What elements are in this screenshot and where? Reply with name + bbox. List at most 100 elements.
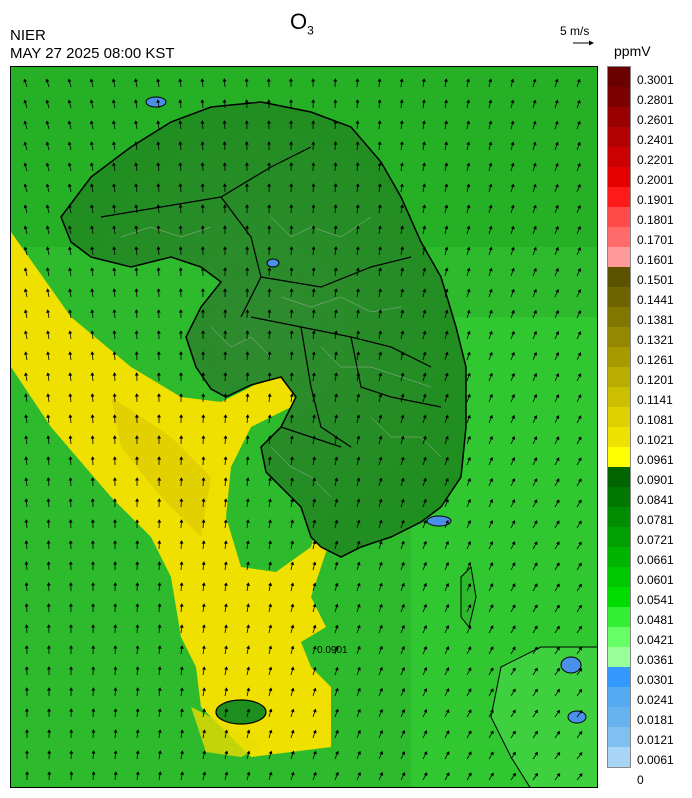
wind-arrow-head-icon: [401, 624, 405, 629]
wind-arrow-head-icon: [135, 561, 140, 565]
wind-arrow-head-icon: [223, 561, 228, 565]
wind-arrow-head-icon: [401, 772, 406, 776]
wind-arrow-head-icon: [444, 120, 449, 125]
colorbar-label: 0.1381: [637, 313, 674, 327]
wind-arrow-head-icon: [445, 646, 450, 650]
wind-arrow-head-icon: [25, 750, 30, 754]
wind-arrow-head-icon: [69, 771, 74, 775]
colorbar-segment: [608, 747, 630, 767]
wind-arrow-head-icon: [577, 268, 582, 272]
wind-arrow-head-icon: [378, 309, 383, 314]
wind-arrow-head-icon: [290, 624, 295, 629]
colorbar-segment: [608, 467, 630, 487]
wind-arrow-head-icon: [201, 456, 206, 460]
wind-arrow-head-icon: [202, 708, 207, 713]
wind-arrow-head-icon: [89, 78, 94, 83]
wind-arrow-head-icon: [267, 309, 272, 313]
wind-arrow-head-icon: [556, 667, 560, 672]
wind-arrow-head-icon: [311, 351, 316, 355]
wind-arrow-head-icon: [288, 78, 293, 82]
wind-arrow-head-icon: [445, 519, 449, 524]
colorbar-label: 0.0061: [637, 753, 674, 767]
wind-arrow-head-icon: [533, 330, 537, 335]
wind-arrow-head-icon: [510, 162, 515, 167]
wind-arrow-head-icon: [533, 499, 538, 504]
wind-arrow-head-icon: [290, 582, 295, 587]
wind-arrow-head-icon: [179, 561, 184, 565]
wind-arrow-head-icon: [466, 183, 471, 188]
wind-arrow-head-icon: [46, 582, 51, 586]
wind-arrow-head-icon: [400, 288, 405, 293]
wind-arrow-head-icon: [268, 540, 272, 545]
wind-arrow-head-icon: [23, 78, 28, 83]
wind-arrow-head-icon: [268, 561, 273, 566]
wind-arrow-head-icon: [489, 667, 494, 672]
wind-arrow-head-icon: [533, 267, 537, 272]
wind-arrow-head-icon: [490, 709, 494, 714]
wind-arrow-head-icon: [577, 310, 582, 314]
wind-arrow-head-icon: [135, 477, 140, 481]
wind-arrow-head-icon: [532, 120, 537, 125]
wind-arrow-head-icon: [400, 519, 405, 524]
colorbar-segment: [608, 627, 630, 647]
wind-arrow-head-icon: [556, 625, 560, 630]
wind-arrow-head-icon: [378, 477, 383, 482]
wind-arrow-head-icon: [46, 372, 51, 376]
wind-arrow-head-icon: [24, 582, 29, 586]
wind-arrow-head-icon: [356, 330, 361, 335]
wind-arrow-head-icon: [201, 498, 206, 502]
wind-arrow-head-icon: [311, 309, 316, 313]
wind-arrow-head-icon: [489, 435, 493, 440]
wind-arrow-head-icon: [222, 204, 227, 208]
wind-arrow-head-icon: [533, 288, 537, 293]
wind-arrow-head-icon: [156, 309, 161, 313]
wind-arrow-head-icon: [357, 708, 361, 713]
colorbar-label: 0.1501: [637, 273, 674, 287]
wind-arrow-head-icon: [379, 772, 384, 776]
wind-arrow-head-icon: [466, 372, 471, 377]
wind-arrow-head-icon: [223, 309, 228, 313]
wind-arrow-head-icon: [534, 709, 538, 714]
wind-arrow-head-icon: [244, 78, 249, 82]
wind-arrow-head-icon: [445, 498, 449, 503]
wind-arrow-head-icon: [400, 477, 405, 482]
wind-arrow-head-icon: [224, 750, 229, 755]
wind-arrow-head-icon: [578, 583, 582, 588]
wind-arrow-head-icon: [443, 78, 448, 82]
wind-arrow-head-icon: [178, 141, 183, 145]
wind-arrow-head-icon: [534, 730, 538, 735]
wind-arrow-head-icon: [135, 519, 140, 523]
wind-arrow-head-icon: [401, 603, 405, 608]
wind-arrow-head-icon: [178, 78, 183, 82]
wind-arrow-head-icon: [511, 309, 515, 314]
wind-arrow-head-icon: [156, 183, 161, 187]
wind-arrow-head-icon: [290, 708, 295, 713]
wind-arrow-head-icon: [267, 351, 272, 355]
wind-arrow-head-icon: [112, 246, 117, 250]
wind-arrow-head-icon: [23, 267, 28, 272]
wind-arrow-head-icon: [90, 246, 95, 250]
wind-arrow-head-icon: [267, 498, 272, 502]
wind-arrow-head-icon: [510, 225, 515, 230]
wind-arrow-head-icon: [200, 99, 205, 103]
wind-arrow-head-icon: [267, 162, 272, 166]
wind-arrow-head-icon: [134, 204, 139, 208]
wind-arrow-head-icon: [289, 393, 294, 397]
wind-arrow-head-icon: [488, 78, 493, 83]
ozone-map: 0.0901: [10, 66, 598, 788]
wind-arrow-head-icon: [334, 645, 339, 650]
wind-arrow-head-icon: [422, 372, 427, 377]
wind-arrow-head-icon: [311, 120, 316, 124]
wind-arrow-head-icon: [289, 288, 294, 292]
wind-arrow-head-icon: [201, 372, 206, 376]
wind-arrow-head-icon: [312, 729, 317, 734]
wind-arrow-head-icon: [445, 561, 450, 566]
wind-arrow-head-icon: [555, 499, 560, 504]
wind-arrow-head-icon: [533, 541, 538, 546]
title-main: O: [290, 9, 308, 34]
wind-arrow-head-icon: [333, 351, 338, 355]
wind-arrow-head-icon: [334, 456, 339, 461]
colorbar-label: 0.2401: [637, 133, 674, 147]
wind-arrow-head-icon: [267, 414, 272, 418]
wind-arrow-head-icon: [378, 246, 382, 250]
